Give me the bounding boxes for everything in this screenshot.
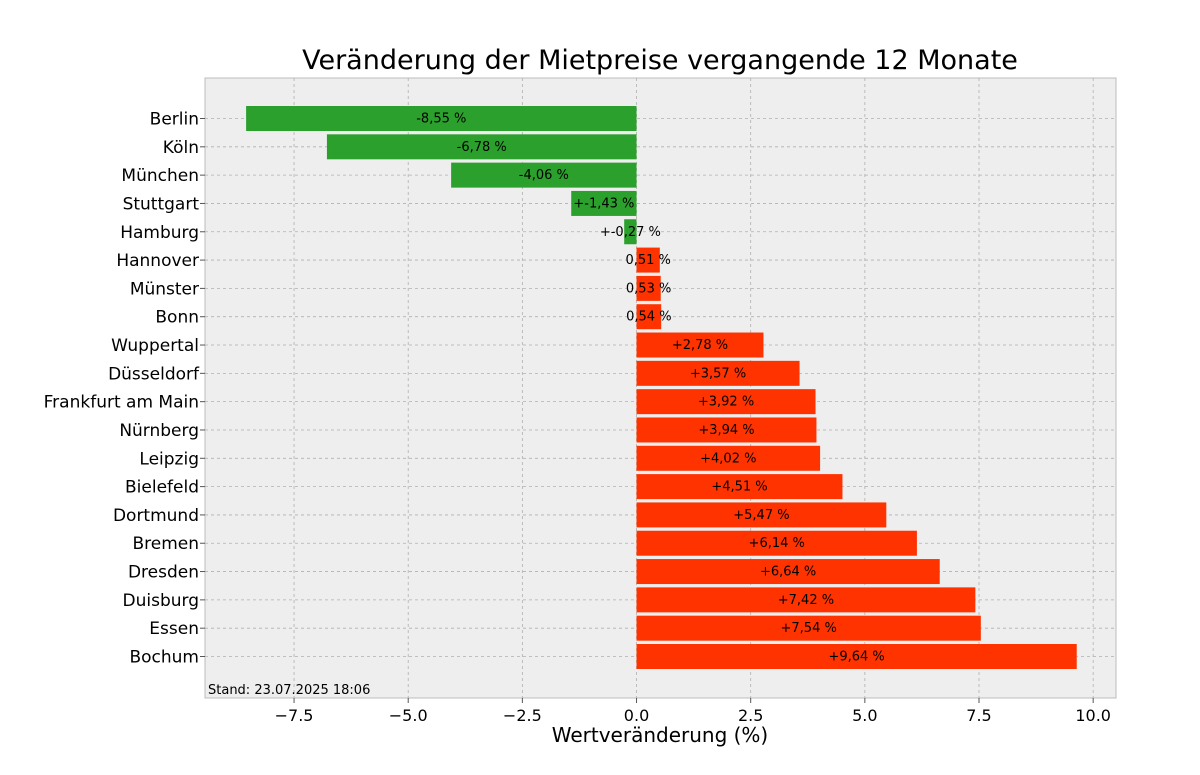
category-labels: Berlin Köln München Stuttgart Hamburg Hannove… xyxy=(44,110,205,668)
x-tick-label: 0.0 xyxy=(624,706,649,725)
bar xyxy=(636,474,843,500)
x-tick-label: 5.0 xyxy=(852,706,877,725)
chart-title: Veränderung der Mietpreise vergangende 1… xyxy=(302,45,1018,76)
bar xyxy=(451,162,637,188)
bar xyxy=(624,219,637,245)
footnote: Stand: 23.07.2025 18:06 xyxy=(208,683,370,698)
bar xyxy=(636,502,887,528)
data-label: -8,55 % xyxy=(416,112,466,127)
bar xyxy=(636,275,661,301)
bar xyxy=(636,445,821,471)
category-label: München xyxy=(121,166,199,186)
bar xyxy=(636,304,662,330)
category-label: Dortmund xyxy=(113,506,199,526)
bar xyxy=(636,587,976,613)
category-label: Duisburg xyxy=(123,591,200,611)
bar xyxy=(636,332,764,358)
category-label: Bielefeld xyxy=(125,478,199,498)
data-labels: -8,55 % -6,78 % -4,06 % +-1,43 % +-0,27 % 0,5… xyxy=(416,112,885,665)
bar xyxy=(636,360,800,386)
data-label: +6,14 % xyxy=(749,536,805,551)
data-label: +-1,43 % xyxy=(573,196,634,211)
data-label: +3,94 % xyxy=(698,423,754,438)
bar xyxy=(636,644,1077,669)
data-label: +7,42 % xyxy=(778,593,834,608)
category-label: Bremen xyxy=(132,534,199,554)
category-label: Bonn xyxy=(155,308,199,328)
data-label: +3,57 % xyxy=(690,366,746,381)
category-label: Münster xyxy=(130,279,199,299)
bar xyxy=(636,247,660,273)
bar xyxy=(246,106,637,131)
category-label: Bochum xyxy=(129,648,199,668)
x-tick-label: 2.5 xyxy=(738,706,763,725)
category-label: Düsseldorf xyxy=(108,364,200,384)
category-label: Frankfurt am Main xyxy=(44,393,199,413)
bar xyxy=(636,615,981,641)
data-label: +7,54 % xyxy=(781,621,837,636)
category-label: Leipzig xyxy=(139,449,199,469)
data-label: +9,64 % xyxy=(828,650,884,665)
category-label: Berlin xyxy=(150,110,199,130)
x-tick-label: −7.5 xyxy=(275,706,314,725)
bar xyxy=(326,134,637,160)
data-label: 0,54 % xyxy=(626,310,671,325)
data-label: +3,92 % xyxy=(698,395,754,410)
x-tick-label: 7.5 xyxy=(966,706,991,725)
x-axis-label: Wertveränderung (%) xyxy=(552,723,769,747)
x-tick-label: −2.5 xyxy=(503,706,542,725)
bar xyxy=(636,559,940,585)
data-label: +2,78 % xyxy=(672,338,728,353)
data-label: 0,53 % xyxy=(626,281,671,296)
category-label: Wuppertal xyxy=(111,336,199,356)
bars xyxy=(246,106,1077,669)
category-label: Stuttgart xyxy=(123,194,200,214)
data-label: 0,51 % xyxy=(625,253,670,268)
data-label: +4,51 % xyxy=(711,480,767,495)
bar xyxy=(636,389,816,415)
x-tick-label: −5.0 xyxy=(389,706,428,725)
x-tick-labels: −7.5 −5.0 −2.5 0.0 2.5 5.0 7.5 10.0 xyxy=(275,698,1111,725)
x-tick-label: 10.0 xyxy=(1075,706,1111,725)
category-label: Nürnberg xyxy=(119,421,199,441)
category-label: Essen xyxy=(149,619,199,639)
category-label: Hamburg xyxy=(120,223,199,243)
data-label: +6,64 % xyxy=(760,565,816,580)
data-label: -4,06 % xyxy=(519,168,569,183)
bar xyxy=(636,530,917,556)
data-label: +5,47 % xyxy=(733,508,789,523)
data-label: -6,78 % xyxy=(457,140,507,155)
bar xyxy=(571,190,637,216)
category-label: Hannover xyxy=(116,251,199,271)
data-label: +4,02 % xyxy=(700,451,756,466)
data-label: +-0,27 % xyxy=(600,225,661,240)
category-label: Dresden xyxy=(128,563,199,583)
category-label: Köln xyxy=(163,138,199,158)
bar xyxy=(636,417,817,443)
